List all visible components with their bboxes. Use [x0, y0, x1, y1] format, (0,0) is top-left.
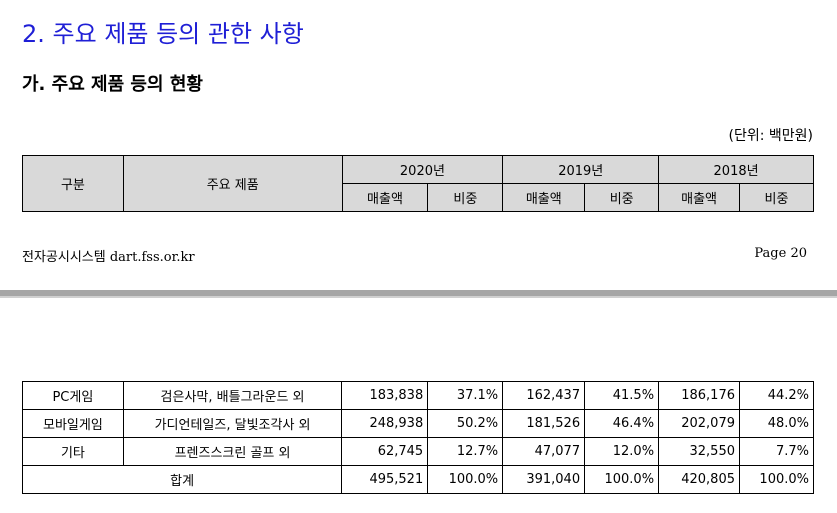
section-title: 2. 주요 제품 등의 관한 사항 [22, 20, 304, 48]
row-sales-2020: 62,745 [341, 437, 429, 466]
total-row: 합계 495,521 100.0% 391,040 100.0% 420,805… [21, 465, 814, 494]
header-sales-2020: 매출액 [341, 183, 429, 212]
row-category: PC게임 [22, 381, 124, 410]
total-ratio-2018: 100.0% [739, 465, 814, 494]
row-sales-2020: 183,838 [341, 381, 429, 410]
table-row: 기타 프렌즈스크린 골프 외 62,745 12.7% 47,077 12.0%… [22, 437, 814, 466]
row-ratio-2019: 46.4% [584, 409, 660, 438]
row-ratio-2018: 7.7% [739, 437, 814, 466]
header-year-2020: 2020년 [341, 155, 504, 184]
header-ratio-2018: 비중 [739, 183, 814, 212]
total-ratio-2019: 100.0% [584, 465, 660, 494]
header-product: 주요 제품 [122, 155, 343, 212]
total-sales-2019: 391,040 [502, 465, 586, 494]
row-ratio-2019: 41.5% [584, 381, 660, 410]
header-year-2019: 2019년 [502, 155, 660, 184]
total-label: 합계 [21, 465, 343, 494]
table-row: PC게임 검은사막, 배틀그라운드 외 183,838 37.1% 162,43… [22, 381, 814, 410]
row-product: 프렌즈스크린 골프 외 [122, 437, 343, 466]
row-ratio-2018: 44.2% [739, 381, 814, 410]
page-divider-shadow [0, 296, 837, 298]
row-sales-2018: 202,079 [658, 409, 740, 438]
row-ratio-2020: 37.1% [427, 381, 504, 410]
header-ratio-2020: 비중 [427, 183, 504, 212]
total-ratio-2020: 100.0% [427, 465, 504, 494]
row-sales-2019: 181,526 [502, 409, 586, 438]
total-sales-2020: 495,521 [341, 465, 429, 494]
data-table: PC게임 검은사막, 배틀그라운드 외 183,838 37.1% 162,43… [21, 381, 814, 494]
header-sales-2018: 매출액 [658, 183, 741, 212]
row-sales-2020: 248,938 [341, 409, 429, 438]
sub-title: 가. 주요 제품 등의 현황 [22, 74, 203, 95]
row-ratio-2018: 48.0% [739, 409, 814, 438]
footer-source: 전자공시시스템 dart.fss.or.kr [22, 250, 195, 265]
row-category: 기타 [22, 437, 124, 466]
row-ratio-2020: 12.7% [427, 437, 504, 466]
header-table: 구분 주요 제품 2020년 2019년 2018년 매출액 비중 매출액 비중… [22, 155, 814, 212]
header-year-2018: 2018년 [658, 155, 814, 184]
row-sales-2018: 186,176 [658, 381, 740, 410]
row-sales-2019: 162,437 [502, 381, 586, 410]
row-sales-2018: 32,550 [658, 437, 740, 466]
footer-page-number: Page 20 [754, 246, 807, 261]
header-sales-2019: 매출액 [502, 183, 586, 212]
row-ratio-2019: 12.0% [584, 437, 660, 466]
row-product: 가디언테일즈, 달빛조각사 외 [122, 409, 343, 438]
row-product: 검은사막, 배틀그라운드 외 [122, 381, 343, 410]
row-category: 모바일게임 [22, 409, 124, 438]
unit-label: (단위: 백만원) [728, 128, 814, 144]
row-ratio-2020: 50.2% [427, 409, 504, 438]
page-divider [0, 290, 837, 296]
row-sales-2019: 47,077 [502, 437, 586, 466]
header-ratio-2019: 비중 [584, 183, 660, 212]
total-sales-2018: 420,805 [658, 465, 740, 494]
header-category: 구분 [22, 155, 124, 212]
table-row: 모바일게임 가디언테일즈, 달빛조각사 외 248,938 50.2% 181,… [22, 409, 814, 438]
